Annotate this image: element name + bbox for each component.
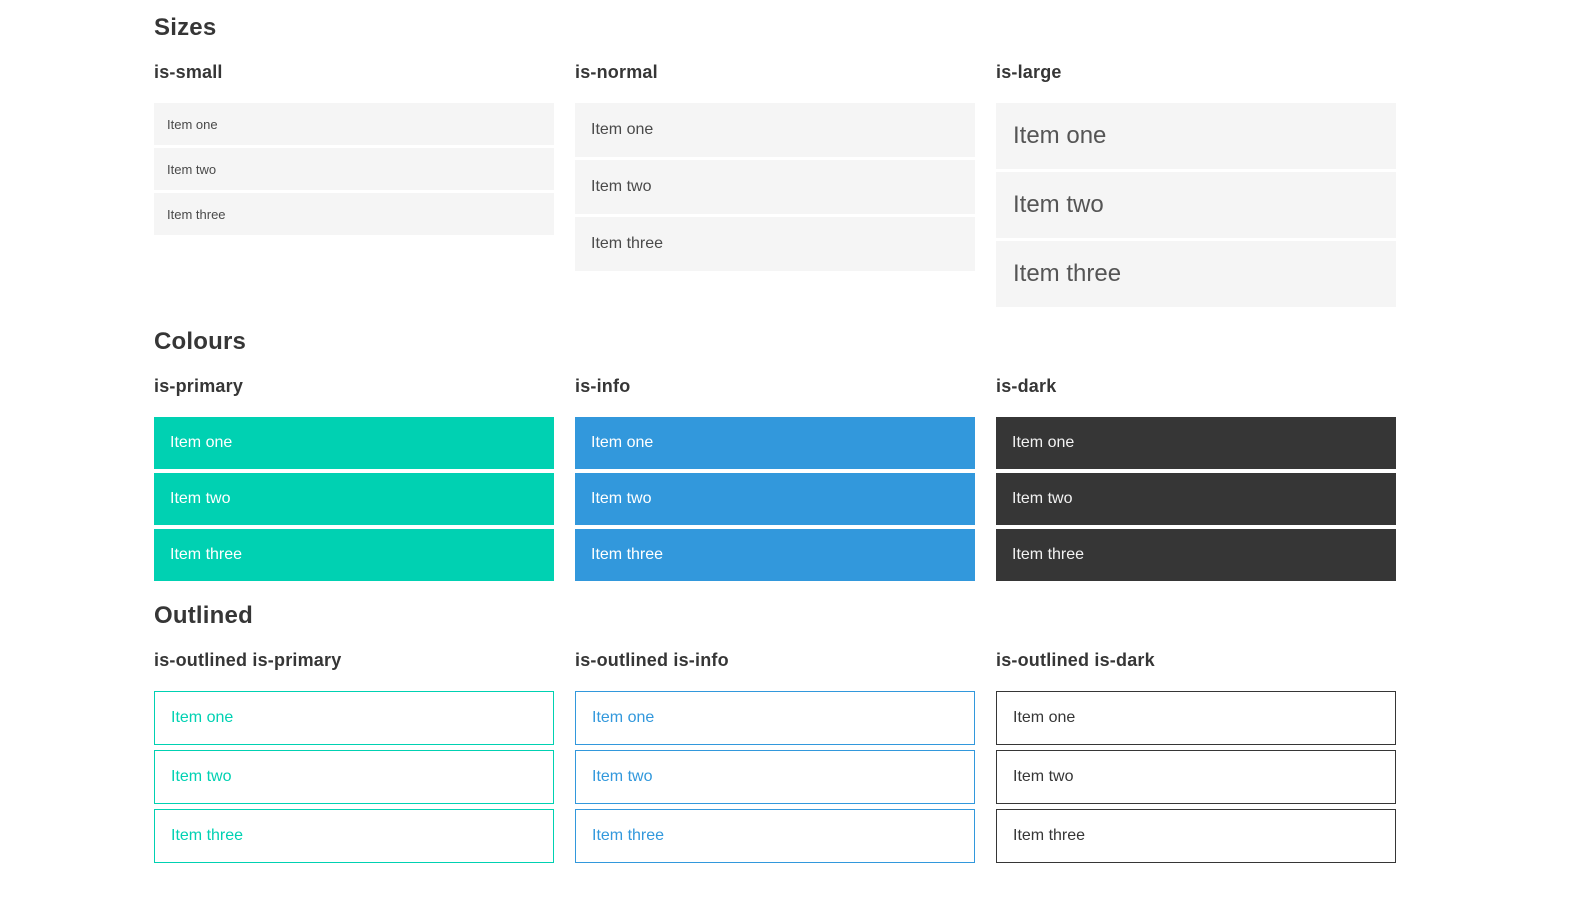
list-item[interactable]: Item two [575,160,975,214]
list-item[interactable]: Item two [996,473,1396,525]
list-item[interactable]: Item one [575,103,975,157]
list-item[interactable]: Item three [154,193,554,235]
list-item[interactable]: Item one [996,417,1396,469]
variant-label: is-normal [575,62,658,82]
component-demo-page: Sizes is-small Item one Item two Item th… [154,13,1595,863]
list-item[interactable]: Item two [575,473,975,525]
item-list: Item one Item two Item three [996,103,1396,307]
list-item[interactable]: Item one [575,417,975,469]
list-variant-group-outlined-info: is-outlined is-info Item one Item two It… [575,649,975,863]
item-list: Item one Item two Item three [575,691,975,863]
list-item[interactable]: Item one [996,103,1396,169]
item-list: Item one Item two Item three [575,417,975,581]
item-list: Item one Item two Item three [996,691,1396,863]
list-variant-group-size-normal: is-normal Item one Item two Item three [575,61,975,271]
list-item[interactable]: Item three [575,809,975,863]
list-item[interactable]: Item two [996,750,1396,804]
list-item[interactable]: Item two [575,750,975,804]
demo-section: Colours is-primary Item one Item two Ite… [154,327,1595,581]
list-item[interactable]: Item two [154,473,554,525]
list-item[interactable]: Item one [154,691,554,745]
section-title: Colours [154,328,247,355]
variant-label: is-dark [996,376,1057,396]
section-columns: is-small Item one Item two Item three is… [154,61,1595,307]
list-item[interactable]: Item three [996,529,1396,581]
list-variant-group-color-info: is-info Item one Item two Item three [575,375,975,581]
list-item[interactable]: Item two [154,148,554,190]
list-item[interactable]: Item one [154,417,554,469]
section-title: Outlined [154,602,253,629]
list-variant-group-color-primary: is-primary Item one Item two Item three [154,375,554,581]
list-item[interactable]: Item two [154,750,554,804]
variant-label: is-large [996,62,1062,82]
list-item[interactable]: Item three [154,529,554,581]
list-item[interactable]: Item two [996,172,1396,238]
list-item[interactable]: Item three [575,529,975,581]
list-variant-group-outlined-dark: is-outlined is-dark Item one Item two It… [996,649,1396,863]
item-list: Item one Item two Item three [154,691,554,863]
list-variant-group-size-large: is-large Item one Item two Item three [996,61,1396,307]
section-title: Sizes [154,14,217,41]
list-item[interactable]: Item one [154,103,554,145]
variant-label: is-small [154,62,223,82]
item-list: Item one Item two Item three [996,417,1396,581]
item-list: Item one Item two Item three [575,103,975,271]
list-item[interactable]: Item three [154,809,554,863]
list-variant-group-color-dark: is-dark Item one Item two Item three [996,375,1396,581]
item-list: Item one Item two Item three [154,103,554,235]
demo-section: Outlined is-outlined is-primary Item one… [154,601,1595,863]
item-list: Item one Item two Item three [154,417,554,581]
list-item[interactable]: Item three [996,809,1396,863]
list-variant-group-size-small: is-small Item one Item two Item three [154,61,554,235]
section-columns: is-primary Item one Item two Item three … [154,375,1595,581]
list-item[interactable]: Item three [996,241,1396,307]
variant-label: is-primary [154,376,244,396]
variant-label: is-outlined is-dark [996,650,1155,670]
variant-label: is-info [575,376,631,396]
variant-label: is-outlined is-primary [154,650,342,670]
list-item[interactable]: Item three [575,217,975,271]
list-variant-group-outlined-primary: is-outlined is-primary Item one Item two… [154,649,554,863]
demo-section: Sizes is-small Item one Item two Item th… [154,13,1595,307]
list-item[interactable]: Item one [575,691,975,745]
section-columns: is-outlined is-primary Item one Item two… [154,649,1595,863]
list-item[interactable]: Item one [996,691,1396,745]
variant-label: is-outlined is-info [575,650,729,670]
